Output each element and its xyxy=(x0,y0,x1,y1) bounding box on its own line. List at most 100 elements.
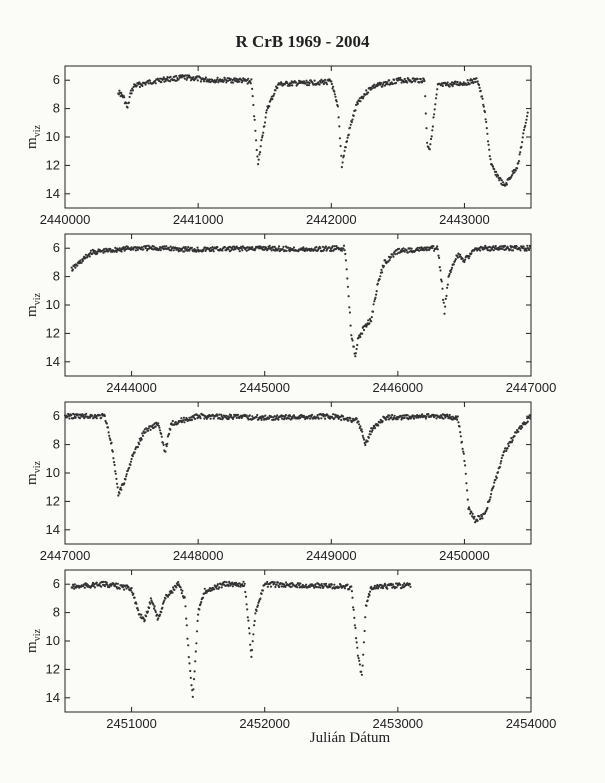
data-point xyxy=(74,266,77,269)
data-point xyxy=(196,79,199,82)
data-point xyxy=(247,418,250,421)
data-point xyxy=(305,247,308,250)
data-point xyxy=(192,678,196,681)
data-point xyxy=(212,250,215,253)
data-point xyxy=(319,586,322,589)
data-point xyxy=(381,587,385,590)
data-point xyxy=(273,92,276,95)
x-tick-label: 2443000 xyxy=(439,212,490,227)
data-point xyxy=(368,594,371,597)
data-point xyxy=(106,426,110,429)
data-point xyxy=(259,597,262,600)
data-point xyxy=(98,414,101,417)
data-point xyxy=(223,246,226,249)
data-point xyxy=(342,247,345,250)
data-point xyxy=(109,438,112,442)
data-point xyxy=(96,252,99,255)
data-point xyxy=(485,127,488,130)
data-point xyxy=(282,415,285,418)
data-point xyxy=(432,116,435,119)
data-point xyxy=(454,258,457,261)
data-point xyxy=(105,581,108,584)
data-point xyxy=(249,82,252,85)
data-point xyxy=(169,428,172,431)
data-point xyxy=(468,83,471,86)
data-point xyxy=(227,584,230,588)
data-point xyxy=(493,168,496,171)
data-point xyxy=(132,248,135,251)
data-point xyxy=(310,415,313,418)
data-point xyxy=(482,103,485,106)
x-axis-title: Julián Dátum xyxy=(309,730,391,746)
data-point xyxy=(392,255,395,258)
data-point xyxy=(374,296,377,299)
data-point xyxy=(162,76,165,79)
data-point xyxy=(244,595,248,598)
data-point xyxy=(103,414,106,418)
data-point xyxy=(391,583,394,586)
data-point xyxy=(483,512,487,515)
data-point xyxy=(195,642,198,645)
data-point xyxy=(350,337,353,340)
data-point xyxy=(218,586,221,589)
data-point xyxy=(145,427,148,430)
data-point xyxy=(359,335,362,339)
data-point xyxy=(180,592,183,595)
data-point xyxy=(526,115,529,118)
data-point xyxy=(175,586,178,589)
data-point xyxy=(265,109,268,112)
data-point xyxy=(371,429,374,432)
data-point xyxy=(376,282,379,285)
data-point xyxy=(244,590,247,594)
data-point xyxy=(340,154,343,157)
data-point xyxy=(441,84,444,88)
data-point xyxy=(197,613,200,616)
data-point xyxy=(367,91,370,94)
data-point xyxy=(498,465,501,469)
data-point xyxy=(357,336,360,339)
data-point xyxy=(469,512,472,515)
data-point xyxy=(130,587,133,590)
data-point xyxy=(526,111,529,114)
data-point xyxy=(524,121,527,124)
data-point xyxy=(443,312,446,315)
data-point xyxy=(188,662,191,665)
data-point xyxy=(357,420,360,423)
data-point xyxy=(295,583,298,586)
data-point xyxy=(467,506,471,509)
data-point xyxy=(333,245,336,248)
data-point xyxy=(306,84,309,87)
data-point xyxy=(72,417,75,420)
data-point xyxy=(251,95,254,98)
data-point xyxy=(154,425,157,428)
data-point xyxy=(446,81,449,84)
data-point xyxy=(519,249,522,252)
data-point xyxy=(514,246,517,250)
data-point xyxy=(317,417,320,420)
data-point xyxy=(262,415,265,418)
data-point xyxy=(328,417,332,420)
data-point xyxy=(209,80,212,83)
data-point xyxy=(114,470,117,473)
data-point xyxy=(366,440,369,443)
data-point xyxy=(356,102,359,105)
data-point xyxy=(529,245,532,249)
data-point xyxy=(403,77,406,81)
data-point xyxy=(345,140,349,143)
data-point xyxy=(351,339,354,342)
data-point xyxy=(175,74,178,78)
data-point xyxy=(463,459,466,463)
data-point xyxy=(140,438,143,441)
data-point xyxy=(149,597,152,600)
data-point xyxy=(389,256,392,259)
data-point xyxy=(284,581,288,584)
data-point xyxy=(287,246,290,249)
data-point xyxy=(147,427,150,430)
data-point xyxy=(78,417,82,420)
data-point xyxy=(238,80,241,83)
data-point xyxy=(370,320,373,323)
data-point xyxy=(250,78,253,81)
data-point xyxy=(129,89,132,92)
data-point xyxy=(473,515,476,518)
data-point xyxy=(359,100,362,103)
